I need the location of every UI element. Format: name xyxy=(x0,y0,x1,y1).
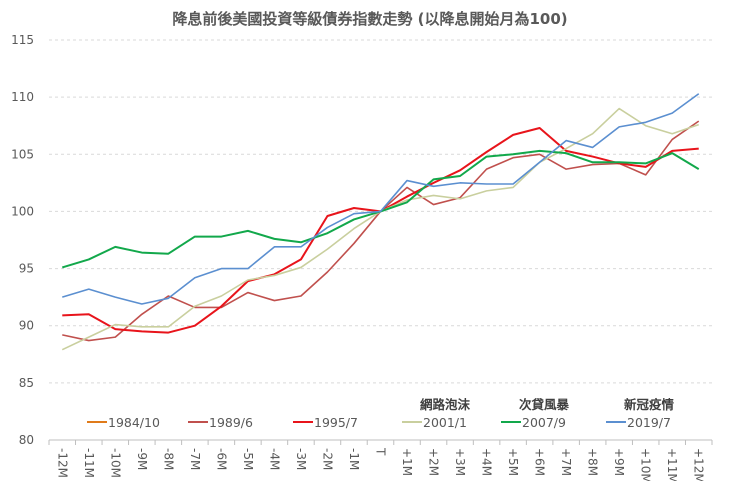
legend-label: 2019/7 xyxy=(627,415,671,430)
annotations: 網路泡沫 次貸風暴 新冠疫情 xyxy=(420,397,675,412)
x-tick-label: -2M xyxy=(320,448,334,470)
y-tick-label: 85 xyxy=(19,376,34,390)
legend-label: 2007/9 xyxy=(522,415,566,430)
legend-label: 1984/10 xyxy=(108,415,160,430)
x-tick-label: -9M xyxy=(135,448,149,470)
x-tick-label: -11M xyxy=(82,448,96,478)
y-tick-label: 100 xyxy=(11,204,34,218)
x-tick-label: +5M xyxy=(506,448,520,476)
legend-label: 2001/1 xyxy=(423,415,467,430)
y-axis: 80 85 90 95 100 105 110 115 xyxy=(11,33,34,447)
series-line-2007-9 xyxy=(61,149,700,269)
legend-label: 1989/6 xyxy=(209,415,253,430)
x-tick-label: +12M xyxy=(692,448,706,481)
x-tick-label: +9M xyxy=(612,448,626,476)
annotation-label: 新冠疫情 xyxy=(624,397,675,412)
x-tick-label: -8M xyxy=(161,448,175,470)
y-tick-label: 110 xyxy=(11,90,34,104)
annotation-label: 網路泡沫 xyxy=(420,397,471,412)
y-tick-label: 80 xyxy=(19,433,34,447)
x-tick-label: -1M xyxy=(347,448,361,470)
y-tick-label: 95 xyxy=(19,262,34,276)
x-tick-label: -4M xyxy=(267,448,281,470)
x-tick-label: -6M xyxy=(214,448,228,470)
x-tick-label: +1M xyxy=(400,448,414,476)
x-tick-label: +7M xyxy=(559,448,573,476)
x-tick-label: -10M xyxy=(108,448,122,478)
y-tick-label: 90 xyxy=(19,319,34,333)
series-line-2001-1 xyxy=(61,107,700,351)
x-tick-label: -3M xyxy=(294,448,308,470)
x-tick-label: +2M xyxy=(427,448,441,476)
legend: 1984/10 1989/6 1995/7 2001/1 2007/9 2019/7 xyxy=(87,415,671,430)
x-tick-label: +4M xyxy=(480,448,494,476)
annotation-label: 次貸風暴 xyxy=(519,397,570,412)
x-tick-label: +3M xyxy=(453,448,467,476)
x-tick-label: +6M xyxy=(533,448,547,476)
y-tick-label: 115 xyxy=(11,33,34,47)
series-lines xyxy=(61,93,700,351)
series-line-1995-7 xyxy=(62,127,699,334)
x-tick-label: -12M xyxy=(55,448,69,478)
x-axis: -12M -11M -10M -9M -8M -7M -6M -5M -4M -3M -2M -1M T… xyxy=(48,439,713,484)
chart-title: 降息前後美國投資等級債券指數走勢 (以降息開始月為100) xyxy=(172,10,567,28)
x-tick-label: +11M xyxy=(665,448,679,481)
x-tick-label: +8M xyxy=(586,448,600,476)
gridlines xyxy=(49,39,712,384)
x-tick-label: T xyxy=(374,447,388,456)
x-tick-label: +10M xyxy=(639,448,653,481)
y-tick-label: 105 xyxy=(11,147,34,161)
legend-label: 1995/7 xyxy=(314,415,358,430)
x-tick-label: -5M xyxy=(241,448,255,470)
x-tick-label: -7M xyxy=(188,448,202,470)
series-line-2019-7 xyxy=(62,93,700,305)
